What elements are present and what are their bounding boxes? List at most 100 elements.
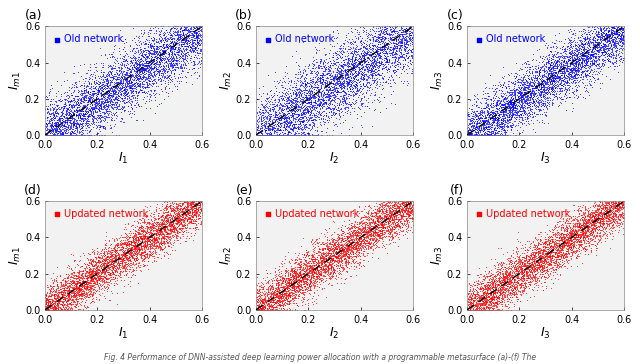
Point [470,282,480,288]
Point [139,229,149,234]
Point [147,80,157,86]
Point [65,101,75,107]
Point [86,286,96,292]
Point [122,60,132,66]
Point [495,102,506,108]
Point [556,78,566,83]
Point [534,260,545,265]
Point [71,291,81,297]
Point [257,305,267,310]
Point [469,304,479,310]
Point [115,266,125,272]
Point [117,87,127,92]
Point [554,53,564,59]
Point [188,199,198,205]
Point [77,263,87,269]
Point [398,16,408,22]
Point [328,112,339,118]
Point [323,269,333,275]
Point [299,87,309,92]
Point [179,222,189,228]
Point [556,38,566,44]
Point [67,92,77,98]
Point [380,225,390,230]
Point [565,225,575,230]
Point [158,71,168,77]
Point [511,102,522,108]
Point [52,132,62,138]
Point [492,132,502,138]
Point [72,283,83,289]
Point [501,288,511,294]
Point [91,259,101,265]
Point [143,241,153,247]
Point [536,85,546,91]
Point [337,64,348,70]
Point [273,302,284,308]
Point [476,296,486,302]
Point [508,282,518,288]
Point [108,106,118,112]
Point [183,210,193,215]
Point [517,277,527,283]
Point [387,46,397,52]
Point [589,35,600,41]
Point [81,289,92,295]
Point [371,52,381,58]
Point [164,75,175,81]
Point [134,67,145,73]
Point [527,78,537,83]
Point [541,252,551,258]
Point [52,132,63,138]
Point [506,257,516,263]
Point [545,248,556,254]
Point [491,102,501,108]
Point [515,264,525,270]
Point [62,111,72,116]
Point [366,66,376,71]
Point [371,47,381,53]
Point [471,307,481,313]
Point [583,228,593,233]
Point [142,242,152,248]
Point [150,215,161,221]
Point [188,19,198,25]
Point [612,203,622,209]
Point [545,234,556,240]
Point [301,94,312,100]
Point [124,80,134,86]
Point [269,126,280,131]
Point [119,263,129,269]
Point [608,15,618,20]
Point [474,132,484,138]
Point [61,132,72,138]
Point [189,199,199,205]
Point [85,290,95,296]
Point [267,292,277,297]
Point [509,292,519,298]
Point [298,271,308,277]
Point [168,24,178,30]
Point [47,298,57,304]
Point [592,33,602,39]
Point [376,62,386,67]
Point [557,224,568,230]
Point [598,18,609,24]
Point [254,307,264,313]
Point [505,116,515,122]
Point [116,68,126,74]
Point [89,258,99,264]
Point [94,284,104,289]
Point [388,190,398,196]
Point [333,234,344,240]
Point [508,92,518,98]
Point [166,21,176,27]
Point [594,230,604,236]
Point [166,206,176,212]
Point [103,102,113,108]
Point [102,76,112,82]
Point [65,130,76,136]
Point [497,104,508,110]
Point [131,232,141,237]
Point [68,288,78,293]
